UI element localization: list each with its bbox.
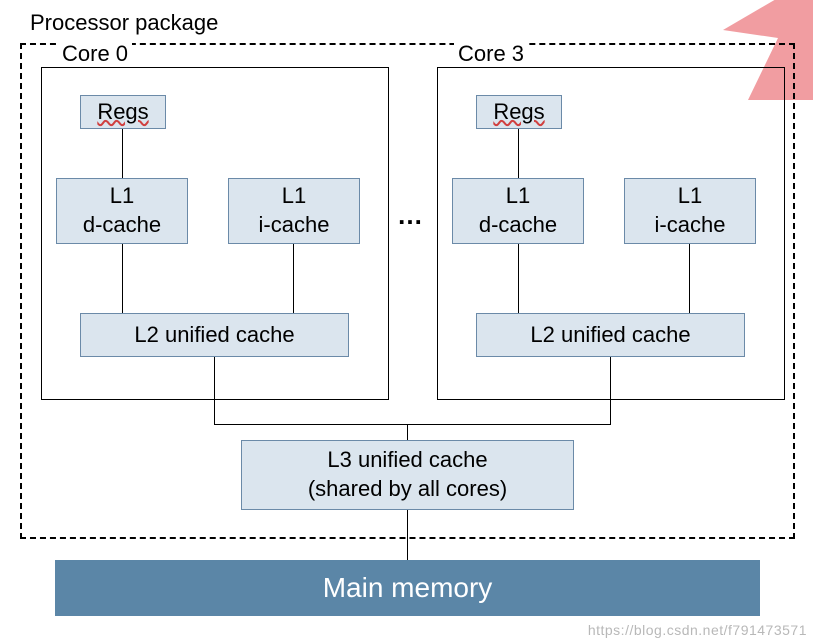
l3-label-line2: (shared by all cores) (308, 475, 507, 504)
core0-l2-label: L2 unified cache (134, 321, 294, 350)
core3-label: Core 3 (454, 41, 528, 67)
l3-label-line1: L3 unified cache (308, 446, 507, 475)
core3-l1d-line2: d-cache (479, 211, 557, 240)
core0-line-l1d-l2 (122, 244, 123, 313)
main-memory-box: Main memory (55, 560, 760, 616)
l3-box: L3 unified cache (shared by all cores) (241, 440, 574, 510)
core3-l1d-line1: L1 (479, 182, 557, 211)
core0-line-regs-l1d (122, 129, 123, 178)
core0-l1i-line1: L1 (259, 182, 330, 211)
core0-regs-label: Regs (97, 98, 148, 127)
core0-line-l1i-l2 (293, 244, 294, 313)
core0-l1i-box: L1 i-cache (228, 178, 360, 244)
core0-l1d-box: L1 d-cache (56, 178, 188, 244)
core0-l2-box: L2 unified cache (80, 313, 349, 357)
core0-label: Core 0 (58, 41, 132, 67)
package-title: Processor package (30, 10, 218, 36)
core3-l2-label: L2 unified cache (530, 321, 690, 350)
core3-l1i-line2: i-cache (655, 211, 726, 240)
core3-l1i-line1: L1 (655, 182, 726, 211)
line-l3-memory (407, 510, 408, 560)
core3-line-l1d-l2 (518, 244, 519, 313)
core3-regs-label: Regs (493, 98, 544, 127)
core3-l1i-box: L1 i-cache (624, 178, 756, 244)
core3-line-l1i-l2 (689, 244, 690, 313)
core0-regs-box: Regs (80, 95, 166, 129)
core0-l1i-line2: i-cache (259, 211, 330, 240)
line-h-merge (214, 424, 611, 425)
core0-l1d-line2: d-cache (83, 211, 161, 240)
core3-l1d-box: L1 d-cache (452, 178, 584, 244)
core3-l2-box: L2 unified cache (476, 313, 745, 357)
core0-l1d-line1: L1 (83, 182, 161, 211)
core3-regs-box: Regs (476, 95, 562, 129)
line-core0-l2-down (214, 357, 215, 424)
line-merge-l3 (407, 424, 408, 440)
main-memory-label: Main memory (323, 570, 493, 606)
core3-line-regs-l1d (518, 129, 519, 178)
ellipsis: … (397, 200, 425, 231)
line-core3-l2-down (610, 357, 611, 424)
watermark-text: https://blog.csdn.net/f791473571 (588, 622, 807, 638)
